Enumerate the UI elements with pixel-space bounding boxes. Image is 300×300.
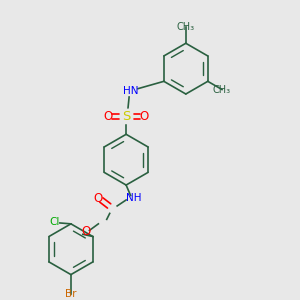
Text: NH: NH	[126, 194, 141, 203]
Text: O: O	[93, 192, 102, 205]
Text: Br: Br	[65, 289, 77, 299]
Text: Cl: Cl	[49, 218, 60, 227]
Text: CH₃: CH₃	[213, 85, 231, 94]
Text: O: O	[103, 110, 113, 123]
Text: CH₃: CH₃	[177, 22, 195, 32]
Text: S: S	[122, 110, 130, 123]
Text: O: O	[140, 110, 149, 123]
Text: HN: HN	[123, 86, 138, 96]
Text: O: O	[81, 225, 91, 238]
